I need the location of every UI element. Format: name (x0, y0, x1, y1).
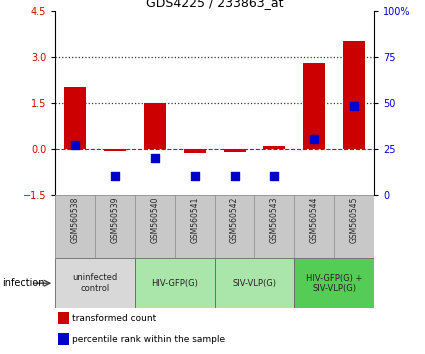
Bar (215, 258, 294, 308)
Bar (224, 149, 246, 152)
Text: HIV-GFP(G) +
SIV-VLP(G): HIV-GFP(G) + SIV-VLP(G) (306, 274, 363, 293)
Text: GSM560544: GSM560544 (310, 196, 319, 243)
Point (311, 137, 317, 142)
Text: SIV-VLP(G): SIV-VLP(G) (232, 279, 277, 288)
Bar (58, 312, 69, 324)
Text: uninfected
control: uninfected control (73, 274, 118, 293)
Point (351, 103, 357, 109)
Text: GSM560539: GSM560539 (110, 196, 119, 243)
Point (271, 173, 278, 179)
Text: GSM560541: GSM560541 (190, 196, 199, 243)
Bar (144, 103, 166, 149)
Bar (64, 87, 86, 149)
Point (72, 142, 79, 148)
Text: percentile rank within the sample: percentile rank within the sample (72, 335, 225, 344)
Point (112, 173, 119, 179)
Text: GSM560545: GSM560545 (350, 196, 359, 243)
Text: GSM560540: GSM560540 (150, 196, 159, 243)
Bar (184, 149, 206, 153)
Point (151, 155, 158, 161)
Title: GDS4225 / 233863_at: GDS4225 / 233863_at (146, 0, 283, 10)
Bar (303, 63, 325, 149)
Text: GSM560543: GSM560543 (270, 196, 279, 243)
Bar (104, 149, 126, 151)
Point (231, 173, 238, 179)
Text: GSM560542: GSM560542 (230, 196, 239, 243)
Text: GSM560538: GSM560538 (71, 196, 79, 243)
Bar (294, 258, 374, 308)
Bar (55, 258, 135, 308)
Bar (135, 258, 215, 308)
Text: transformed count: transformed count (72, 314, 156, 323)
Text: HIV-GFP(G): HIV-GFP(G) (151, 279, 198, 288)
Bar (343, 41, 365, 149)
Bar (58, 333, 69, 346)
Text: infection: infection (2, 278, 45, 288)
Point (191, 173, 198, 179)
Bar (264, 146, 285, 149)
